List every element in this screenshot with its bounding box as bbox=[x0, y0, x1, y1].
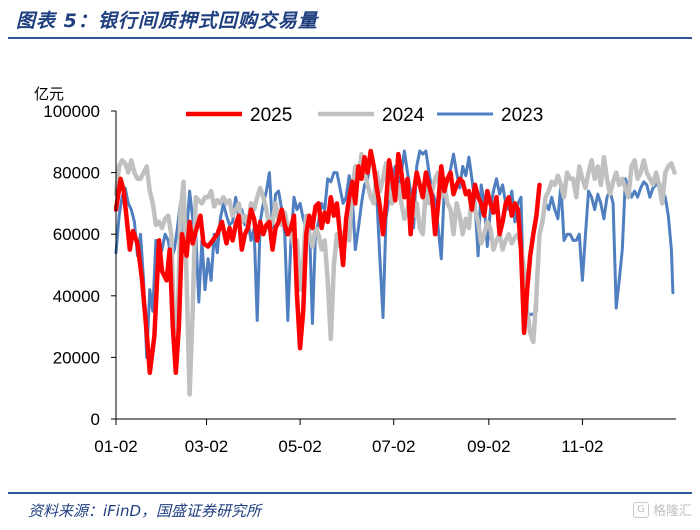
y-axis-unit-label: 亿元 bbox=[34, 86, 64, 103]
line-chart: 亿元 0 20000 40000 60000 80000 100000 01-02 03-02… bbox=[34, 86, 677, 456]
x-tick-label: 09-02 bbox=[467, 437, 510, 456]
axes-layer: 0 20000 40000 60000 80000 100000 01-02 03-02 05-… bbox=[43, 102, 676, 456]
series-layer bbox=[113, 148, 677, 397]
y-tick-label: 60000 bbox=[53, 225, 100, 244]
series-line-2025 bbox=[113, 148, 542, 376]
y-tick-label: 20000 bbox=[53, 348, 100, 367]
x-tick-label: 05-02 bbox=[278, 437, 321, 456]
footer-divider bbox=[8, 492, 692, 494]
legend: 2025 2024 2023 bbox=[186, 105, 543, 126]
x-tick-label: 01-02 bbox=[94, 437, 137, 456]
source-note: 资料来源：iFinD，国盛证券研究所 bbox=[28, 502, 262, 520]
title-divider bbox=[8, 37, 692, 39]
x-tick-label: 03-02 bbox=[185, 437, 228, 456]
legend-label-2025: 2025 bbox=[250, 105, 292, 126]
x-tick-label: 11-02 bbox=[561, 437, 603, 456]
figure-title: 图表 5：银行间质押式回购交易量 bbox=[16, 10, 318, 32]
y-tick-label: 40000 bbox=[53, 287, 100, 306]
watermark-text: 格隆汇 bbox=[652, 504, 692, 519]
y-tick-label: 100000 bbox=[43, 102, 100, 121]
watermark-badge-icon: G bbox=[632, 501, 649, 518]
watermark: G 格隆汇 bbox=[632, 500, 692, 519]
x-tick-label: 07-02 bbox=[372, 437, 415, 456]
legend-label-2024: 2024 bbox=[382, 105, 425, 126]
y-tick-label: 0 bbox=[91, 410, 100, 429]
series-line-2023 bbox=[114, 149, 675, 359]
y-tick-label: 80000 bbox=[53, 164, 100, 183]
legend-label-2023: 2023 bbox=[501, 105, 543, 126]
